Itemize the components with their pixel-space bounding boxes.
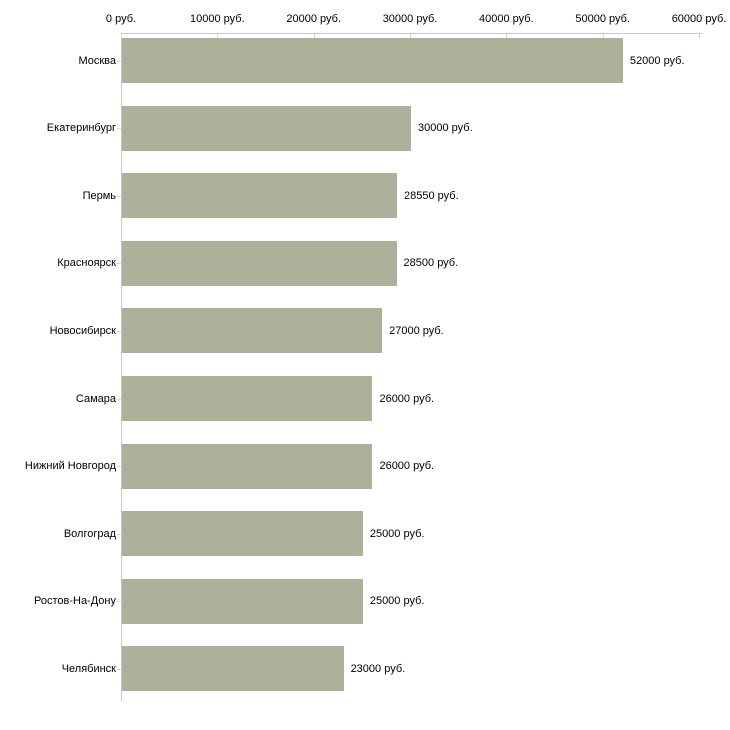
category-label: Москва <box>78 54 116 67</box>
bar-value-label: 26000 руб. <box>379 460 435 473</box>
x-axis-label: 10000 руб. <box>190 13 245 25</box>
bar <box>122 308 383 354</box>
y-axis-tick <box>117 128 121 130</box>
bar-value-label: 25000 руб. <box>369 527 425 540</box>
x-axis-tick <box>410 32 411 38</box>
bar-value-label: 27000 руб. <box>389 324 444 337</box>
x-axis-label: 60000 руб. <box>671 13 727 25</box>
y-axis-tick <box>117 466 121 468</box>
bar <box>122 511 363 557</box>
bar-value-label: 28500 руб. <box>403 257 459 270</box>
x-axis-label: 20000 руб. <box>286 13 341 25</box>
x-axis-tick <box>699 32 700 38</box>
bar <box>122 105 411 151</box>
bar-value-label: 28550 руб. <box>404 189 459 202</box>
category-label: Нижний Новгород <box>24 460 116 473</box>
category-label: Красноярск <box>57 257 116 270</box>
category-label: Челябинск <box>61 662 116 675</box>
y-axis-tick <box>117 60 121 62</box>
category-label: Екатеринбург <box>46 122 116 135</box>
y-axis-tick <box>117 533 121 535</box>
x-axis-line <box>121 33 702 34</box>
category-label: Ростов-На-Дону <box>33 595 116 608</box>
y-axis-tick <box>117 195 121 197</box>
x-axis-label: 40000 руб. <box>479 13 534 25</box>
category-label: Волгоград <box>63 527 116 540</box>
bar <box>122 646 344 692</box>
x-axis-tick <box>313 32 315 38</box>
y-axis-tick <box>117 668 121 670</box>
y-axis-tick <box>117 601 121 603</box>
bar-value-label: 23000 руб. <box>350 662 406 675</box>
y-axis-tick <box>117 263 121 265</box>
plot-area: 52000 руб. 30000 руб. 28550 руб. 28500 руб.… <box>117 32 702 701</box>
bar-value-label: 30000 руб. <box>418 122 473 135</box>
bar <box>122 376 373 421</box>
bar <box>122 173 398 219</box>
x-axis-label: 0 руб. <box>105 13 137 25</box>
x-axis-tick <box>506 32 508 38</box>
y-axis-tick <box>117 330 121 332</box>
y-axis-line <box>121 33 122 701</box>
x-axis-tick <box>217 32 219 38</box>
bar-value-label: 25000 руб. <box>369 595 425 608</box>
category-label: Новосибирск <box>49 324 116 337</box>
bar <box>122 38 623 83</box>
bar-value-label: 52000 руб. <box>629 54 685 67</box>
bar-value-label: 26000 руб. <box>379 392 435 405</box>
bar <box>122 240 397 286</box>
category-label: Самара <box>75 392 116 405</box>
bar <box>122 578 363 624</box>
y-axis-tick <box>117 398 121 400</box>
x-axis-tick <box>602 32 604 38</box>
bar <box>122 443 373 489</box>
x-axis-label: 50000 руб. <box>575 13 630 25</box>
category-label: Пермь <box>82 189 116 202</box>
x-axis-tick <box>121 32 122 38</box>
x-axis-label: 30000 руб. <box>382 13 438 25</box>
